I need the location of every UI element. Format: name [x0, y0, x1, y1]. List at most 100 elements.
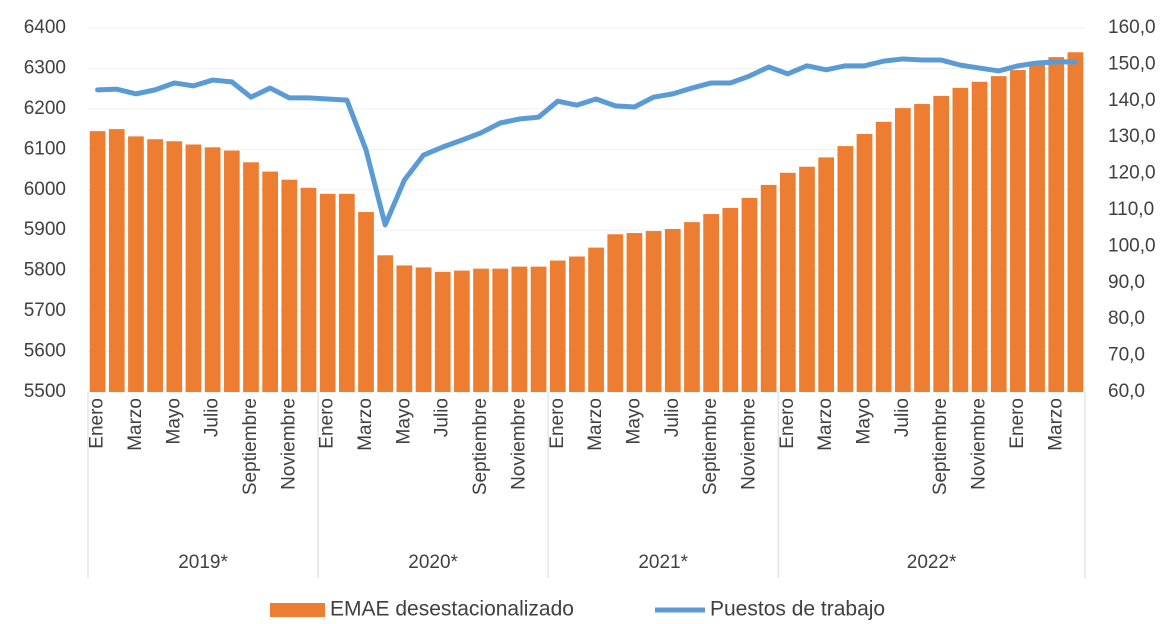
y-tick-label: 5600 — [24, 341, 66, 362]
bar — [1010, 70, 1026, 392]
x-tick-label: Mayo — [854, 398, 875, 444]
bar — [875, 121, 892, 392]
bar — [607, 234, 624, 392]
bar — [894, 108, 911, 392]
y-tick-label: 5500 — [24, 381, 66, 402]
bar — [243, 162, 259, 392]
bar — [933, 95, 950, 393]
bar — [511, 266, 528, 392]
x-tick-label: Noviembre — [969, 398, 990, 490]
bar — [549, 260, 566, 392]
y2-tick-label: 150,0 — [1108, 53, 1156, 74]
x-tick-label: Septiembre — [470, 398, 491, 495]
y-tick-label: 6000 — [24, 179, 66, 200]
bar — [818, 157, 835, 392]
bar — [300, 187, 317, 392]
bar — [990, 76, 1007, 392]
bar — [147, 139, 163, 392]
bar — [358, 212, 374, 392]
bar — [108, 129, 125, 392]
x-tick-label: Enero — [87, 398, 108, 449]
y-tick-label: 6300 — [24, 57, 66, 78]
bar — [914, 104, 930, 392]
bar — [204, 147, 221, 392]
bar — [722, 207, 739, 392]
x-tick-label: Marzo — [1045, 398, 1066, 451]
bar — [1067, 52, 1084, 393]
bar — [185, 144, 202, 392]
y-tick-label: 6100 — [24, 138, 66, 159]
x-tick-label: Noviembre — [508, 398, 529, 490]
bar — [1048, 57, 1065, 393]
bar — [799, 166, 815, 392]
bar — [971, 81, 988, 393]
bar — [684, 222, 700, 392]
y2-tick-label: 100,0 — [1108, 235, 1156, 256]
y-tick-label: 5800 — [24, 260, 66, 281]
line — [95, 56, 1078, 228]
bar — [664, 229, 681, 392]
bar — [952, 87, 969, 392]
bar — [396, 265, 413, 392]
bar — [415, 267, 432, 392]
bar — [454, 270, 470, 392]
bar — [569, 256, 585, 392]
bar — [89, 131, 106, 392]
x-tick-label: Septiembre — [700, 398, 721, 495]
bar — [530, 266, 547, 392]
x-tick-label: Septiembre — [240, 398, 261, 495]
x-tick-label: Enero — [1007, 398, 1028, 449]
legend-label: EMAE desestacionalizado — [330, 598, 574, 621]
x-tick-label: Enero — [777, 398, 798, 449]
y2-tick-label: 120,0 — [1108, 163, 1156, 184]
x-tick-label: Mayo — [163, 398, 184, 444]
x-tick-label: Mayo — [393, 398, 414, 444]
bar — [262, 171, 279, 392]
bar — [166, 141, 183, 392]
y2-tick-label: 160,0 — [1108, 17, 1156, 38]
bar — [492, 268, 509, 392]
y2-tick-label: 110,0 — [1108, 199, 1154, 220]
legend-swatch — [270, 603, 325, 617]
y2-tick-label: 80,0 — [1108, 308, 1145, 329]
y-tick-label: 6400 — [24, 17, 66, 38]
x-tick-label: Julio — [202, 398, 223, 437]
x-tick-label: Marzo — [125, 398, 146, 451]
x-tick-label: Enero — [317, 398, 338, 449]
bar — [281, 179, 298, 392]
bar — [741, 197, 758, 392]
bar — [223, 150, 240, 392]
y2-tick-label: 70,0 — [1108, 345, 1145, 366]
bar — [760, 184, 777, 392]
bar — [128, 136, 144, 392]
group-label: 2020* — [408, 552, 458, 573]
x-tick-label: Julio — [662, 398, 683, 437]
y2-tick-label: 140,0 — [1108, 90, 1156, 111]
x-tick-label: Mayo — [623, 398, 644, 444]
y2-tick-label: 130,0 — [1108, 126, 1156, 147]
x-tick-label: Septiembre — [930, 398, 951, 495]
x-tick-label: Noviembre — [278, 398, 299, 490]
bar — [645, 231, 662, 392]
bar — [588, 247, 604, 392]
group-label: 2021* — [638, 552, 688, 573]
y-tick-label: 5900 — [24, 219, 66, 240]
x-tick-label: Marzo — [815, 398, 836, 451]
bar — [434, 271, 451, 392]
x-tick-label: Julio — [432, 398, 453, 437]
group-label: 2022* — [907, 552, 957, 573]
bar — [377, 255, 394, 392]
y2-tick-label: 60,0 — [1108, 381, 1145, 402]
bar — [473, 268, 489, 392]
group-label: 2019* — [178, 552, 228, 573]
x-tick-label: Marzo — [585, 398, 606, 451]
bar — [1029, 63, 1045, 392]
bar — [856, 133, 873, 392]
bar — [703, 214, 719, 392]
bar — [837, 146, 854, 392]
bar — [338, 193, 355, 392]
x-tick-label: Noviembre — [738, 398, 759, 490]
bar — [319, 193, 336, 392]
x-tick-label: Enero — [547, 398, 568, 449]
y-tick-label: 5700 — [24, 300, 66, 321]
